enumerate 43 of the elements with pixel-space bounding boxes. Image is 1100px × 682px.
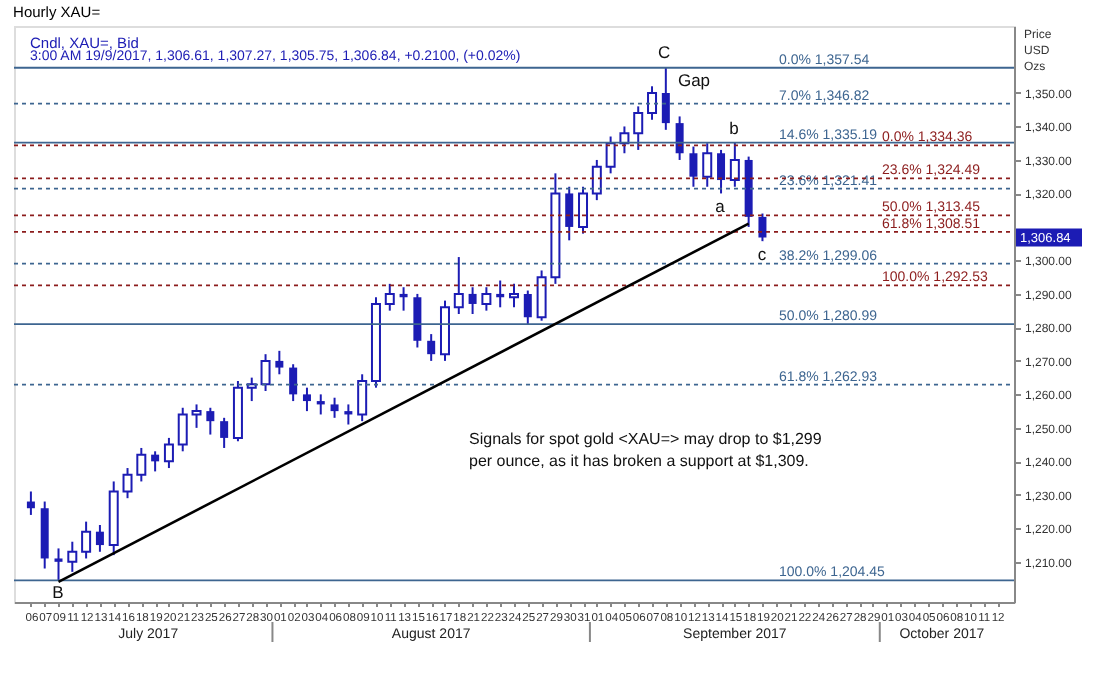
candlestick xyxy=(702,142,713,188)
candlestick xyxy=(509,282,519,309)
candlestick xyxy=(427,333,436,362)
candlestick xyxy=(330,396,339,419)
candlestick xyxy=(633,105,644,151)
candlestick xyxy=(177,406,188,453)
candlestick xyxy=(260,353,271,393)
candlestick xyxy=(717,148,726,195)
candlestick xyxy=(302,386,311,413)
candlestick xyxy=(246,376,257,403)
annotation: c xyxy=(757,244,768,264)
annotation: B xyxy=(52,582,65,602)
candlestick xyxy=(591,158,602,202)
candlestick xyxy=(163,436,174,470)
annotation: b xyxy=(729,118,740,138)
candlestick xyxy=(54,547,63,582)
candlestick xyxy=(689,145,698,188)
candlestick xyxy=(95,523,104,553)
candlestick xyxy=(661,66,670,131)
candlestick xyxy=(289,363,298,403)
candlestick xyxy=(523,289,532,326)
candlestick xyxy=(81,520,92,560)
annotation: C xyxy=(657,42,671,62)
candlestick xyxy=(439,299,450,362)
candlestick xyxy=(275,349,284,376)
candlestick xyxy=(729,141,740,188)
candlestick xyxy=(453,256,464,315)
candlestick xyxy=(481,286,492,312)
candlestick xyxy=(758,212,767,243)
annotation: Signals for spot gold <XAU=> may drop to $1,299 per ounce, as it has broken a support at $1,309. xyxy=(469,430,823,471)
candlestick xyxy=(468,286,477,315)
candlestick xyxy=(565,185,574,242)
candlestick xyxy=(191,403,202,429)
candlestick xyxy=(413,292,422,349)
candlestick xyxy=(357,373,368,423)
annotation: Gap xyxy=(677,70,711,90)
candlestick xyxy=(67,540,78,573)
candlestick xyxy=(220,416,229,449)
annotation: a xyxy=(715,196,726,216)
candlestick xyxy=(206,406,215,436)
candlestick xyxy=(647,85,658,121)
candlestick xyxy=(384,282,395,312)
candlestick xyxy=(578,185,589,235)
